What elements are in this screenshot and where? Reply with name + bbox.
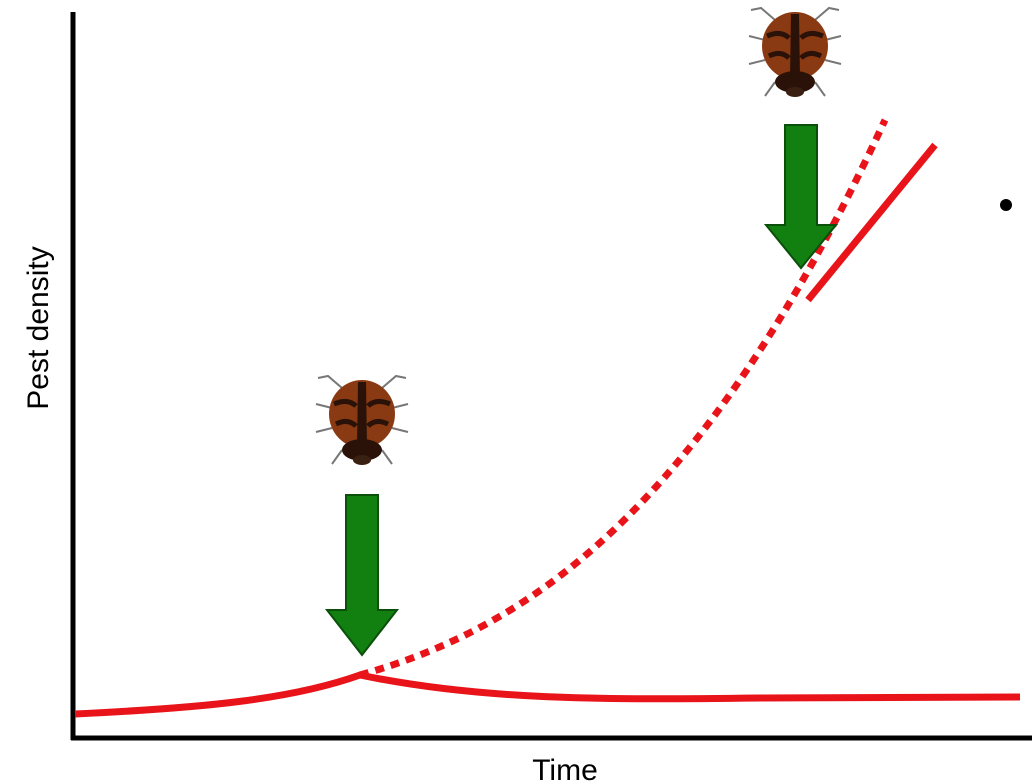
bullet (1000, 199, 1012, 211)
page: Pest density Time (() => { const data = … (0, 0, 1032, 784)
diagram: Pest density Time (0, 0, 1032, 784)
release-arrow (766, 125, 836, 268)
late-release-curve (808, 145, 935, 300)
x-axis-label: Time (532, 754, 598, 784)
y-axis-label: Pest density (22, 246, 55, 409)
controlled-curve (75, 675, 1020, 714)
release-arrow (327, 495, 397, 655)
